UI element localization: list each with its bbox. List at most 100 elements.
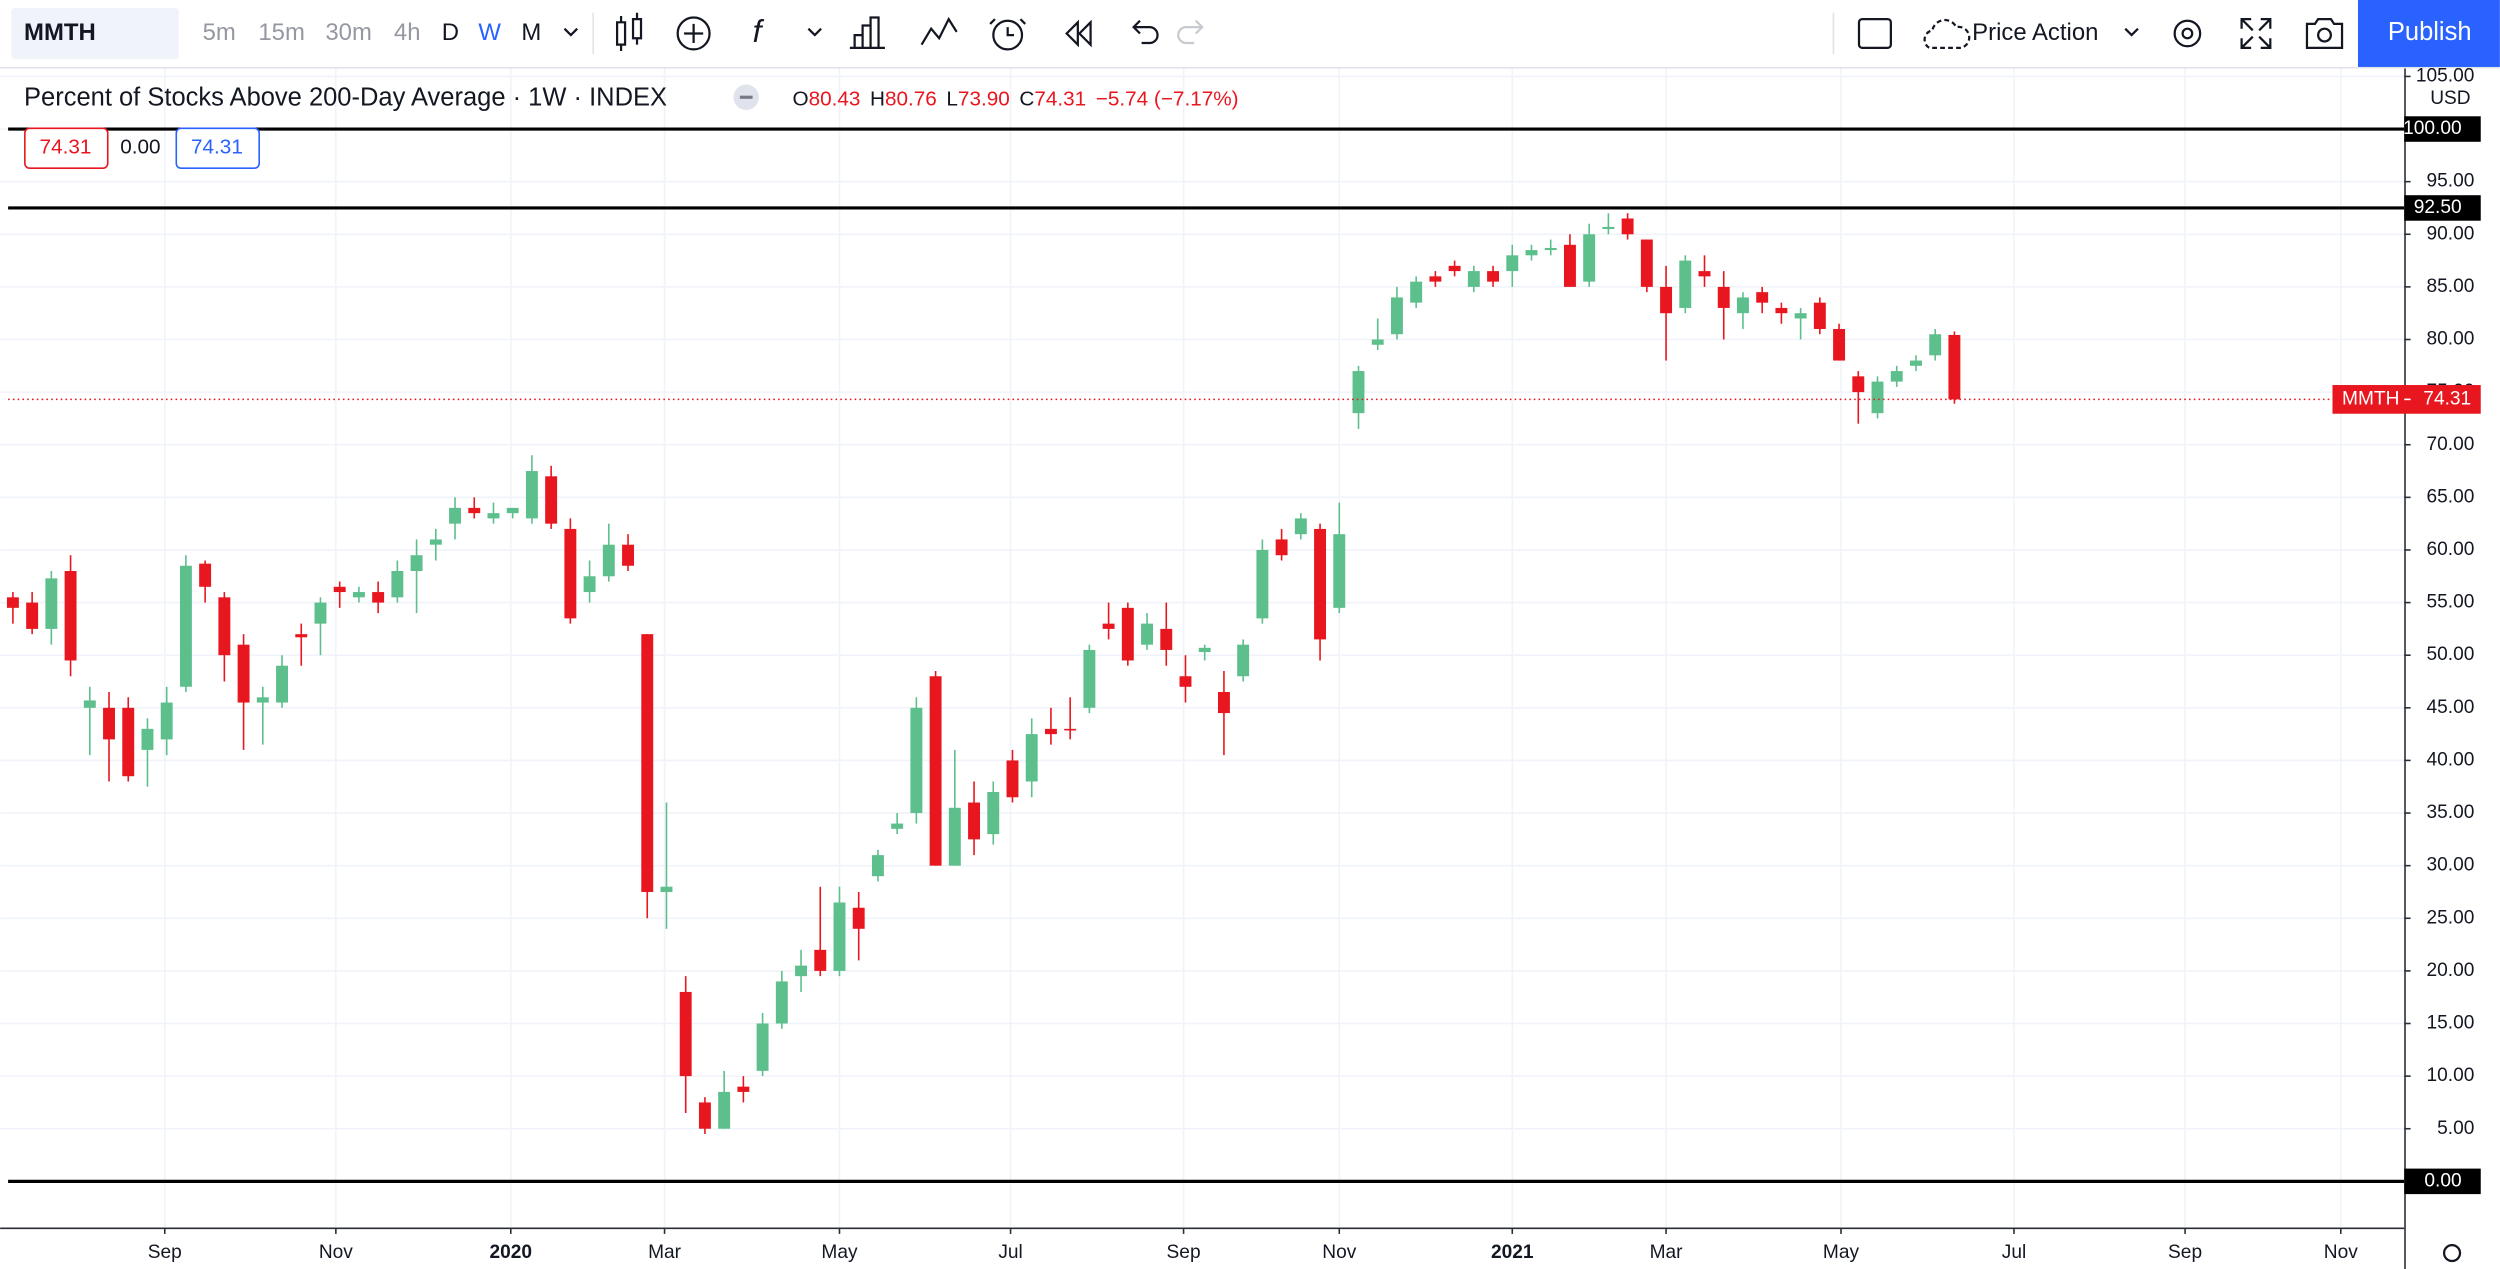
publish-label[interactable]: Publish xyxy=(2388,18,2472,46)
layout-name[interactable]: Price Action xyxy=(1972,19,2098,46)
y-tick-label: 85.00 xyxy=(2427,276,2475,297)
candle-body xyxy=(1390,297,1403,335)
last-price-value: 74.31 xyxy=(2423,388,2471,409)
candle-body xyxy=(391,571,404,598)
candle-body xyxy=(1487,271,1500,282)
settings-icon[interactable] xyxy=(2173,19,2202,48)
y-tick-label: 5.00 xyxy=(2437,1118,2474,1139)
interval[interactable]: 15m xyxy=(258,19,305,46)
candle-body xyxy=(1544,247,1557,251)
candle-body xyxy=(314,602,327,624)
y-tick-label: 70.00 xyxy=(2427,434,2475,455)
candle-body xyxy=(429,539,442,545)
candle-body xyxy=(1044,728,1057,735)
candles-icon[interactable] xyxy=(615,12,643,52)
x-tick-label: May xyxy=(1823,1242,1860,1263)
candle-body xyxy=(160,702,173,740)
candle-body xyxy=(737,1086,750,1092)
y-tick-label: 40.00 xyxy=(2427,749,2475,770)
dropdown-icon[interactable] xyxy=(807,27,822,37)
candle-body xyxy=(295,634,308,638)
fullscreen-layout-icon[interactable] xyxy=(1857,18,1892,49)
candle-body xyxy=(1467,271,1480,287)
y-tick-label: 65.00 xyxy=(2427,486,2475,507)
candle-body xyxy=(1563,244,1576,287)
candle-body xyxy=(256,697,269,703)
candle-body xyxy=(449,507,461,524)
candle-body xyxy=(910,707,923,814)
candle-body xyxy=(64,571,77,661)
axis-settings-icon[interactable] xyxy=(2442,1243,2462,1263)
alert-icon[interactable] xyxy=(992,19,1024,51)
candle-body xyxy=(929,676,942,866)
candle-body xyxy=(660,886,673,892)
snapshot-icon[interactable] xyxy=(2305,18,2344,49)
replay-icon[interactable] xyxy=(1065,19,1092,48)
x-tick-label: Sep xyxy=(2168,1242,2202,1263)
candle-body xyxy=(1679,260,1692,308)
candle-body xyxy=(1429,276,1442,282)
redo-icon[interactable] xyxy=(1177,19,1204,45)
candle-body xyxy=(6,597,19,608)
ohlc-key: O xyxy=(792,88,808,111)
candle-body xyxy=(756,1023,769,1071)
y-tick-label: 95.00 xyxy=(2427,171,2475,192)
candle-body xyxy=(179,565,192,687)
y-tick-label: 30.00 xyxy=(2427,855,2475,876)
candle-body xyxy=(1237,644,1250,677)
level-label-bg xyxy=(2404,1168,2481,1195)
candle-body xyxy=(833,902,846,971)
dropdown-icon[interactable] xyxy=(563,27,579,37)
candle-body xyxy=(564,528,577,619)
ohlc-change: −5.74 (−7.17%) xyxy=(1096,88,1239,111)
interval[interactable]: 30m xyxy=(325,19,372,46)
candle-body xyxy=(641,634,654,892)
candle-body xyxy=(1909,360,1922,366)
candle-body xyxy=(1275,539,1288,556)
interval[interactable]: M xyxy=(521,19,541,46)
pill[interactable] xyxy=(175,127,260,169)
candle-body xyxy=(775,981,788,1024)
candle-body xyxy=(1621,218,1634,235)
publish-button[interactable] xyxy=(2357,0,2500,67)
candle-body xyxy=(1448,265,1461,272)
candle-body xyxy=(372,592,385,603)
x-tick-label: Nov xyxy=(1322,1242,1356,1263)
pill[interactable] xyxy=(24,127,109,169)
interval-active[interactable]: W xyxy=(478,19,501,46)
interval[interactable]: D xyxy=(442,19,459,46)
candle-body xyxy=(276,665,288,703)
symbol[interactable]: MMTH xyxy=(24,19,96,46)
dropdown-icon[interactable] xyxy=(2124,27,2139,37)
candle-body xyxy=(795,965,807,977)
candle-body xyxy=(1602,226,1615,230)
candle-body xyxy=(333,586,346,593)
candle-body xyxy=(1948,334,1961,400)
candle-body xyxy=(622,544,634,566)
candle-body xyxy=(891,823,904,829)
candle-body xyxy=(1179,676,1192,687)
candle-body xyxy=(583,576,596,593)
compare-icon[interactable] xyxy=(849,16,885,49)
x-tick-label: Sep xyxy=(148,1242,182,1263)
x-tick-label: Mar xyxy=(648,1242,682,1263)
candle-body xyxy=(1698,271,1711,277)
symbol-box[interactable] xyxy=(11,7,179,59)
interval[interactable]: 4h xyxy=(394,19,421,46)
interval[interactable]: 5m xyxy=(203,19,236,46)
level-label: 100.00 xyxy=(2403,118,2462,139)
cloud-icon[interactable] xyxy=(1923,18,1971,49)
fullscreen-icon[interactable] xyxy=(2240,18,2272,49)
y-tick-label: 60.00 xyxy=(2427,539,2475,560)
undo-icon[interactable] xyxy=(1132,19,1159,45)
candle-body xyxy=(506,507,519,514)
candle-body xyxy=(1775,307,1788,314)
candle-body xyxy=(1371,339,1384,345)
y-tick-label: 35.00 xyxy=(2427,802,2475,823)
y-tick-label: 105.00 xyxy=(2416,65,2475,86)
candle-body xyxy=(218,597,231,656)
candle-body xyxy=(1314,528,1327,640)
templates-icon[interactable] xyxy=(920,16,958,46)
candle-body xyxy=(103,707,115,740)
add-icon[interactable] xyxy=(676,16,711,51)
